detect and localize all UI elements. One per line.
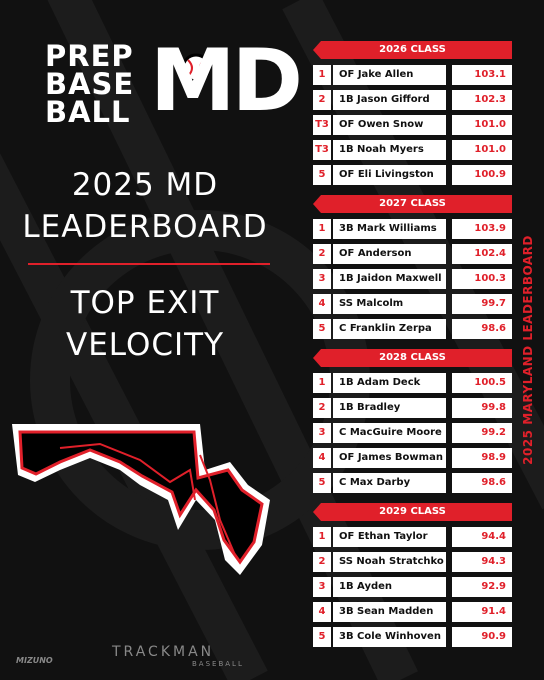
rank: 4: [313, 602, 331, 622]
player: OF Jake Allen: [333, 65, 446, 85]
player: 1B Jason Gifford: [333, 90, 446, 110]
player: 1B Ayden Richardson: [333, 577, 446, 612]
rank: 5: [313, 627, 331, 647]
velocity: 99.8: [452, 398, 512, 418]
player: 1B Jaidon Maxwell: [333, 269, 446, 289]
player: OF Owen Snow: [333, 115, 446, 135]
velocity: 91.4: [452, 602, 512, 622]
velocity: 94.4: [452, 527, 512, 547]
player: OF Ethan Taylor: [333, 527, 446, 547]
sponsor: BASEBALL: [192, 660, 244, 668]
sponsor: TRACKMAN: [112, 644, 215, 660]
rank: 3: [313, 423, 331, 443]
logo-text: BALL: [45, 95, 131, 129]
rank: 2: [313, 244, 331, 264]
player: 1B Noah Myers: [333, 140, 446, 160]
velocity: 103.9: [452, 219, 512, 239]
subtitle: TOP EXIT VELOCITY: [65, 285, 225, 363]
rank: T3: [313, 140, 331, 160]
player: OF James Bowman: [333, 448, 446, 468]
side-label: 2025 MARYLAND LEADERBOARD: [521, 235, 535, 465]
player: SS Noah Stratchko: [333, 552, 446, 572]
rank: 2: [313, 90, 331, 110]
player: 3B Sean Madden: [333, 602, 446, 622]
velocity: 98.6: [452, 473, 512, 493]
velocity: 101.0: [452, 115, 512, 135]
class-header: 2028 CLASS: [313, 349, 512, 367]
player: OF Anderson Lambert: [333, 244, 446, 279]
sponsor: MIZUNO: [16, 656, 53, 665]
class-header: 2029 CLASS: [313, 503, 512, 521]
rank: 1: [313, 219, 331, 239]
title: 2025 MD LEADERBOARD: [22, 167, 268, 245]
player: C Max Darby: [333, 473, 446, 493]
velocity: 100.9: [452, 165, 512, 185]
rank: 3: [313, 269, 331, 289]
rank: 4: [313, 294, 331, 314]
logo-ball: [181, 53, 211, 83]
logo-text: PREP: [45, 39, 134, 73]
maryland-map: [12, 424, 270, 575]
player: C MacGuire Moore: [333, 423, 446, 443]
player: 3B Mark Williams Jr: [333, 219, 446, 254]
class-header: 2027 CLASS: [313, 195, 512, 213]
velocity: 103.1: [452, 65, 512, 85]
velocity: 102.3: [452, 90, 512, 110]
logo-text: BASE: [45, 67, 135, 101]
velocity: 101.0: [452, 140, 512, 160]
class-header: 2026 CLASS: [313, 41, 512, 59]
player: SS Malcolm Blaqman: [333, 294, 446, 329]
velocity: 92.9: [452, 577, 512, 597]
rank: 4: [313, 448, 331, 468]
velocity: 98.6: [452, 319, 512, 339]
velocity: 100.5: [452, 373, 512, 393]
rank: 2: [313, 552, 331, 572]
rank: 1: [313, 373, 331, 393]
player: C Franklin Zerpa: [333, 319, 446, 339]
rank: 2: [313, 398, 331, 418]
velocity: 102.4: [452, 244, 512, 264]
player: 3B Cole Winhoven: [333, 627, 446, 647]
velocity: 94.3: [452, 552, 512, 572]
rank: 5: [313, 473, 331, 493]
rank: 3: [313, 577, 331, 597]
rank: T3: [313, 115, 331, 135]
rank: 5: [313, 319, 331, 339]
rank: 1: [313, 527, 331, 547]
player: 1B Adam Deck: [333, 373, 446, 393]
velocity: 100.3: [452, 269, 512, 289]
velocity: 99.2: [452, 423, 512, 443]
velocity: 98.9: [452, 448, 512, 468]
rank: 1: [313, 65, 331, 85]
player: 1B Bradley Burckhardt: [333, 398, 446, 433]
rank: 5: [313, 165, 331, 185]
velocity: 99.7: [452, 294, 512, 314]
divider: [28, 263, 270, 265]
logo-mark: MD: [150, 31, 303, 131]
velocity: 90.9: [452, 627, 512, 647]
player: OF Eli Livingston: [333, 165, 446, 185]
